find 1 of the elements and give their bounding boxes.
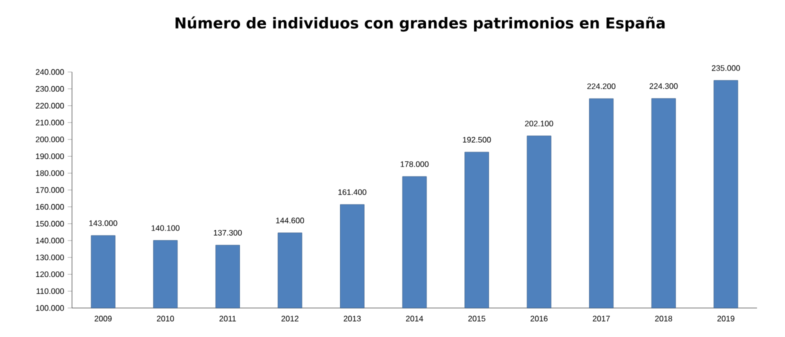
- chart-title: Número de individuos con grandes patrimonios en España: [176, 16, 665, 32]
